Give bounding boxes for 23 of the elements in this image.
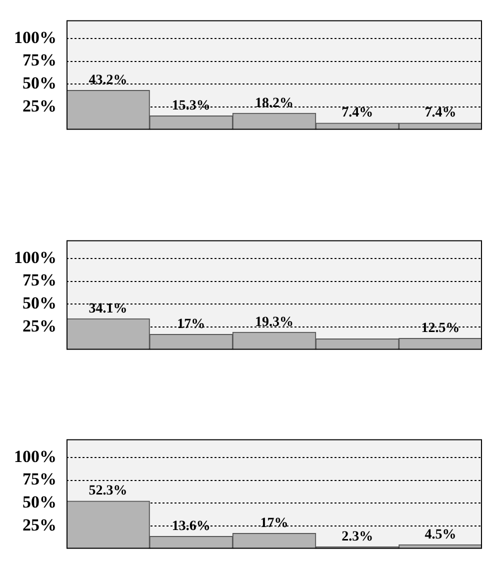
data-label: 7.4% (342, 106, 374, 121)
y-tick-label: 100% (14, 248, 56, 267)
y-tick-label: 100% (14, 28, 56, 47)
data-label: 17% (260, 516, 288, 531)
data-label: 2.3% (342, 529, 374, 544)
y-tick-label: 25% (22, 515, 56, 534)
data-label: 4.5% (424, 527, 456, 542)
data-label: 19.3% (255, 314, 294, 330)
y-tick-label: 50% (22, 294, 56, 313)
data-label: 12.5% (421, 320, 460, 336)
data-label: 52.3% (88, 484, 128, 499)
y-tick-label: 25% (22, 316, 56, 336)
data-label: 18.2% (255, 96, 294, 111)
y-tick-label: 75% (22, 470, 56, 489)
y-tick-label: 100% (14, 446, 56, 466)
y-tick-label: 75% (22, 270, 56, 290)
y-tick-label: 25% (22, 96, 56, 116)
y-tick-label: 50% (22, 74, 56, 93)
data-label: 34.1% (88, 301, 128, 316)
y-tick-label: 50% (22, 492, 56, 512)
y-tick-label: 75% (22, 50, 56, 70)
data-label: 7.4% (424, 106, 456, 121)
data-label: 43.2% (88, 72, 128, 88)
